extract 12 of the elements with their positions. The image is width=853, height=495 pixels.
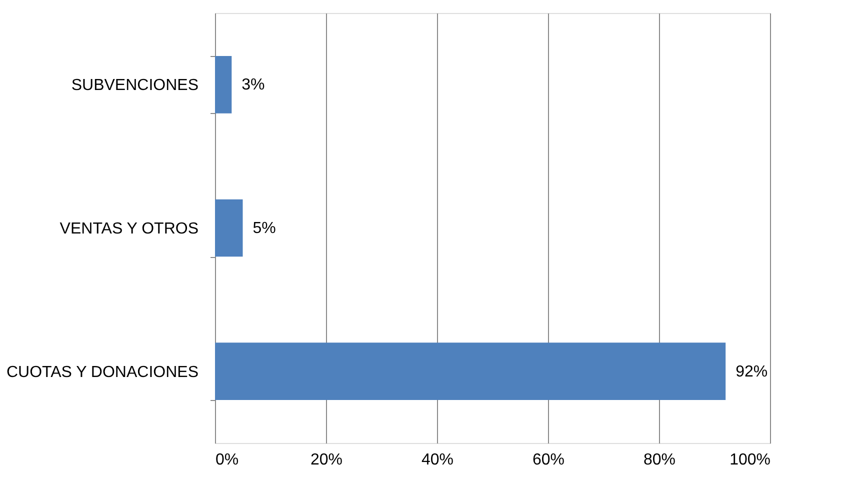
data-label: 92% [736, 363, 768, 380]
x-tick-label: 60% [532, 452, 565, 468]
x-tick-label: 80% [643, 452, 676, 468]
x-tick-label: 100% [730, 452, 770, 468]
data-label: 5% [252, 220, 276, 237]
y-tick-label: VENTAS Y OTROS [60, 220, 198, 238]
x-tick-label: 0% [216, 452, 239, 468]
y-tick-label: CUOTAS Y DONACIONES [6, 364, 198, 381]
x-tick-label: 20% [310, 452, 343, 468]
data-label: 3% [242, 76, 265, 94]
x-tick-label: 40% [421, 452, 454, 468]
y-tick-label: SUBVENCIONES [71, 77, 198, 94]
